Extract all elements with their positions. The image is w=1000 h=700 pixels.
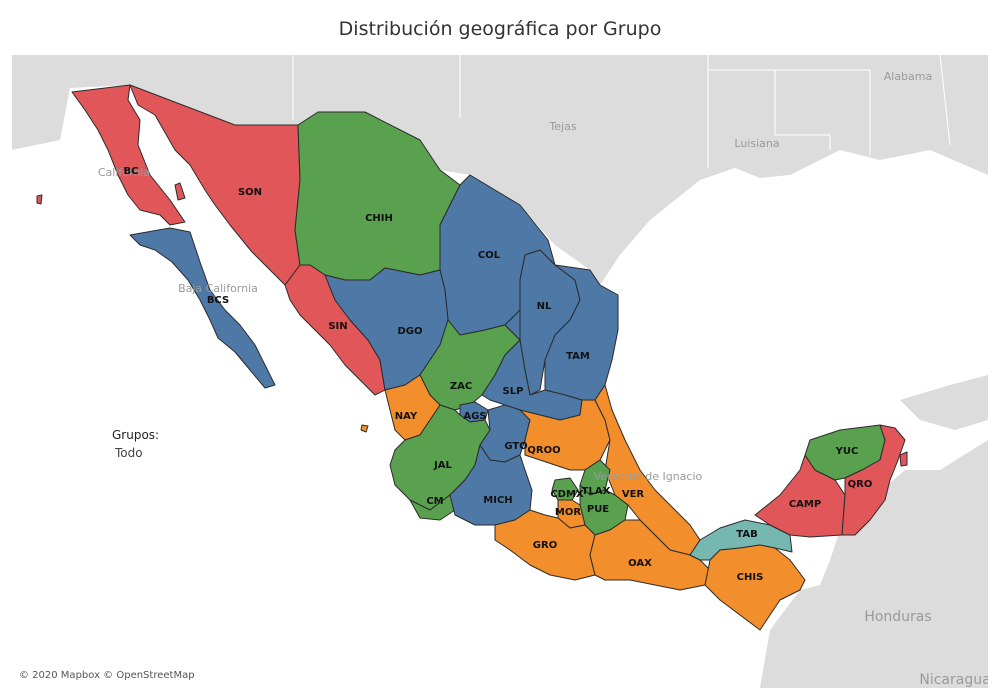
island-col — [360, 424, 369, 433]
label-nicaragua: Nicaragua — [919, 672, 988, 688]
state-label-tlax: TLAX — [582, 486, 611, 497]
island-bc — [36, 194, 43, 205]
state-camp[interactable] — [754, 454, 846, 538]
state-label-yuc: YUC — [835, 446, 859, 457]
state-label-cm: CM — [426, 496, 443, 507]
state-label-ags: AGS — [463, 411, 486, 422]
legend[interactable]: Grupos: Todo — [112, 428, 159, 460]
state-label-sin: SIN — [328, 321, 347, 332]
state-label-chis: CHIS — [737, 572, 764, 583]
state-label-zac: ZAC — [450, 381, 472, 392]
state-zac[interactable] — [419, 319, 521, 411]
geo-labels: Tejas Luisiana Alabama Honduras Nicaragu… — [98, 70, 988, 688]
state-chis[interactable] — [704, 544, 806, 631]
map-title: Distribución geográfica por Grupo — [338, 18, 662, 40]
island-qro — [899, 451, 908, 467]
state-label-mor: MOR — [555, 507, 581, 518]
state-label-qro: QRO — [848, 479, 873, 490]
map-canvas[interactable]: Tejas Luisiana Alabama Honduras Nicaragu… — [12, 55, 988, 688]
state-label-slp: SLP — [503, 386, 524, 397]
state-label-tam: TAM — [566, 351, 590, 362]
state-label-qroo: QROO — [527, 445, 560, 456]
mexico-states — [36, 84, 908, 631]
gulf-coast-land — [12, 88, 70, 150]
state-bc[interactable] — [71, 84, 186, 226]
state-label-oax: OAX — [628, 558, 652, 569]
state-label-mich: MICH — [483, 495, 512, 506]
legend-value[interactable]: Todo — [115, 446, 143, 460]
label-alabama: Alabama — [884, 70, 933, 83]
state-labels: BC SON SIN CAMP QRO CHIH ZAC JAL CM CDMX… — [124, 166, 873, 583]
state-label-gto: GTO — [504, 441, 527, 452]
state-label-ver: VER — [622, 489, 645, 500]
label-honduras: Honduras — [864, 609, 931, 625]
state-label-son: SON — [238, 187, 262, 198]
state-label-camp: CAMP — [789, 499, 821, 510]
state-label-bcs: BCS — [207, 295, 229, 306]
usa-landmass — [12, 55, 988, 285]
label-baja-california: Baja California — [178, 282, 258, 295]
state-label-cdmx: CDMX — [550, 489, 584, 500]
state-label-dgo: DGO — [397, 326, 422, 337]
state-label-nay: NAY — [395, 411, 418, 422]
state-label-jal: JAL — [433, 460, 452, 471]
legend-title: Grupos: — [112, 428, 160, 442]
island-son — [174, 182, 186, 201]
state-label-gro: GRO — [533, 540, 557, 551]
state-label-tab: TAB — [736, 529, 757, 540]
state-mich[interactable] — [449, 444, 533, 526]
label-tejas: Tejas — [548, 120, 576, 133]
us-state-borders — [292, 55, 951, 168]
state-label-col: COL — [478, 250, 501, 261]
state-qro[interactable] — [841, 424, 906, 536]
cuba-land — [900, 375, 988, 430]
state-label-pue: PUE — [587, 504, 609, 515]
label-luisiana: Luisiana — [734, 137, 779, 150]
label-veracruz: Veracruz de Ignacio — [594, 470, 703, 483]
state-label-chih: CHIH — [365, 213, 393, 224]
state-bcs[interactable] — [129, 227, 276, 389]
state-label-bc: BC — [124, 166, 139, 177]
state-label-nl: NL — [537, 301, 552, 312]
label-california: California — [98, 166, 150, 179]
central-america-landmass — [760, 440, 988, 688]
map-attribution[interactable]: © 2020 Mapbox © OpenStreetMap — [19, 670, 195, 681]
